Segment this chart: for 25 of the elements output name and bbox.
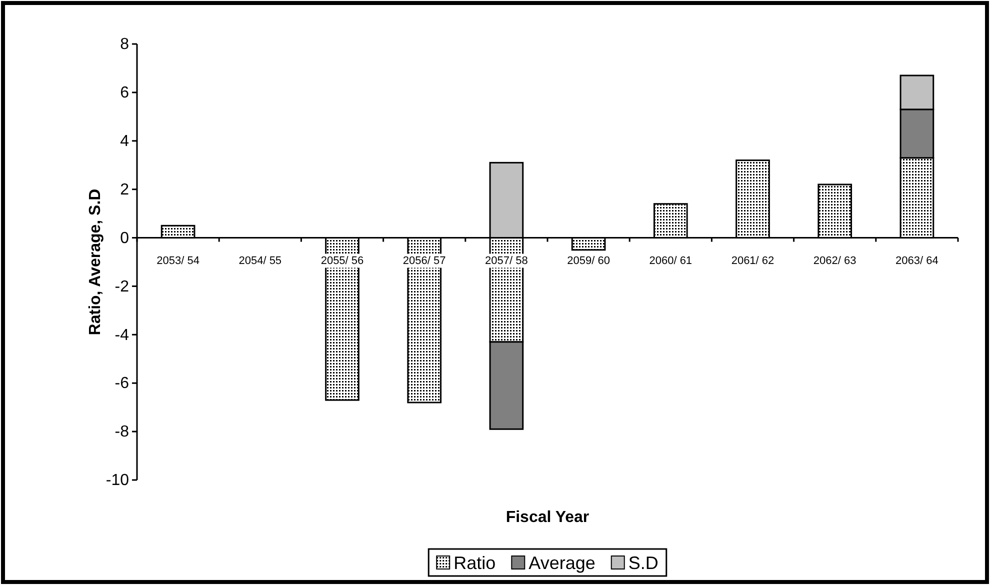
y-tick-label: 2 (120, 181, 130, 198)
x-tick-label: 2059/ 60 (567, 254, 610, 267)
y-tick-label: -8 (114, 424, 130, 441)
legend-label: Average (528, 553, 596, 573)
legend-label: S.D (628, 553, 658, 573)
y-tick-label: -2 (114, 278, 130, 296)
y-tick-label: -4 (114, 326, 130, 344)
x-tick-label: 2063/ 64 (896, 254, 938, 267)
x-tick-label: 2062/ 63 (813, 254, 856, 267)
y-tick-label: 4 (120, 133, 130, 150)
y-tick-label: 8 (120, 36, 130, 54)
x-tick-label: 2061/ 62 (731, 254, 774, 267)
x-tick-label: 2060/ 61 (649, 254, 692, 267)
y-axis-title: Ratio, Average, S.D (87, 188, 104, 336)
x-axis-title: Fiscal Year (506, 509, 590, 526)
y-tick-label: 0 (120, 230, 130, 247)
y-tick-label: 6 (120, 84, 130, 102)
x-tick-label: 2055/ 56 (320, 254, 364, 267)
x-tick-label: 2054/ 55 (238, 254, 282, 267)
legend-label: Ratio (454, 553, 496, 573)
x-tick-label: 2056/ 57 (402, 254, 446, 267)
x-tick-label: 2057/ 58 (485, 254, 528, 267)
y-tick-label: -6 (114, 375, 130, 392)
x-tick-label: 2053/ 54 (156, 254, 200, 267)
y-tick-label: -10 (106, 472, 130, 490)
